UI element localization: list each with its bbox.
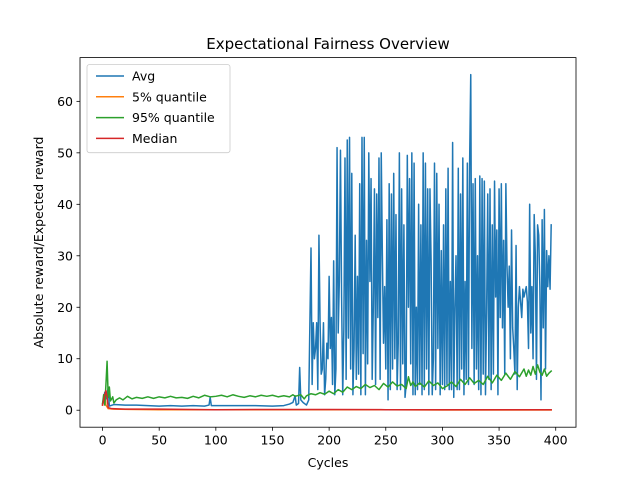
legend-label: Avg: [132, 69, 155, 84]
x-tick-label: 400: [544, 433, 568, 448]
y-axis-label: Absolute reward/Expected reward: [31, 137, 46, 349]
chart-title: Expectational Fairness Overview: [206, 35, 450, 53]
x-tick-label: 250: [374, 433, 398, 448]
x-tick-label: 50: [151, 433, 167, 448]
y-tick-label: 20: [57, 300, 73, 315]
series-layer: [101, 73, 553, 411]
y-tick-label: 30: [57, 248, 73, 263]
x-axis-label: Cycles: [308, 455, 349, 470]
legend-label: 5% quantile: [132, 89, 207, 104]
x-tick-label: 300: [430, 433, 454, 448]
y-tick-label: 50: [57, 145, 73, 160]
y-tick-label: 40: [57, 197, 73, 212]
y-tick-label: 10: [57, 351, 73, 366]
y-axis: 0 10 20 30 40 50 60: [57, 94, 80, 418]
y-tick-label: 0: [65, 403, 73, 418]
x-tick-label: 200: [317, 433, 341, 448]
x-tick-label: 100: [204, 433, 228, 448]
x-tick-label: 0: [99, 433, 107, 448]
legend-label: 95% quantile: [132, 110, 215, 125]
legend-label: Median: [132, 131, 177, 146]
series-line-3: [101, 389, 552, 411]
y-tick-label: 60: [57, 94, 73, 109]
x-tick-label: 350: [487, 433, 511, 448]
series-line-2: [101, 360, 553, 406]
plot-frame: [79, 57, 577, 428]
series-line-0: [101, 73, 552, 407]
x-axis: 0 50 100 150 200 250 300 350 400: [99, 427, 568, 448]
x-tick-label: 150: [261, 433, 285, 448]
legend-box: [86, 64, 231, 154]
legend: Avg 5% quantile 95% quantile Median: [86, 64, 231, 154]
